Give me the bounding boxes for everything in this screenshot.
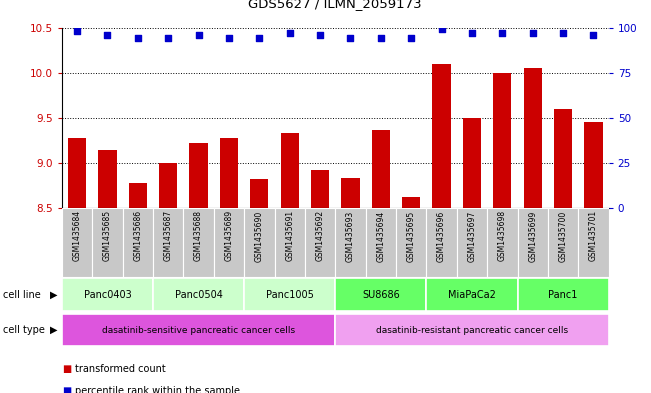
Text: GSM1435699: GSM1435699 bbox=[528, 210, 537, 262]
Bar bbox=[153, 279, 244, 311]
Bar bbox=[372, 130, 390, 208]
Text: ▶: ▶ bbox=[49, 290, 57, 300]
Bar bbox=[463, 118, 481, 208]
Text: Panc0504: Panc0504 bbox=[174, 290, 223, 300]
Point bbox=[163, 35, 173, 42]
Bar bbox=[214, 208, 244, 277]
Bar bbox=[244, 279, 335, 311]
Text: GSM1435696: GSM1435696 bbox=[437, 210, 446, 262]
Bar bbox=[366, 208, 396, 277]
Bar bbox=[220, 138, 238, 208]
Text: Panc0403: Panc0403 bbox=[83, 290, 132, 300]
Point bbox=[102, 31, 113, 38]
Text: Panc1005: Panc1005 bbox=[266, 290, 314, 300]
Text: GSM1435698: GSM1435698 bbox=[498, 210, 507, 261]
Bar bbox=[548, 208, 578, 277]
Bar bbox=[281, 133, 299, 208]
Point bbox=[193, 31, 204, 38]
Text: GDS5627 / ILMN_2059173: GDS5627 / ILMN_2059173 bbox=[249, 0, 422, 10]
Text: ■: ■ bbox=[62, 364, 71, 375]
Bar bbox=[159, 163, 177, 208]
Text: GSM1435691: GSM1435691 bbox=[285, 210, 294, 261]
Text: GSM1435687: GSM1435687 bbox=[163, 210, 173, 261]
Bar bbox=[311, 170, 329, 208]
Bar bbox=[518, 279, 609, 311]
Bar bbox=[129, 183, 147, 208]
Point bbox=[467, 30, 477, 36]
Text: GSM1435697: GSM1435697 bbox=[467, 210, 477, 262]
Text: GSM1435692: GSM1435692 bbox=[316, 210, 325, 261]
Text: GSM1435684: GSM1435684 bbox=[72, 210, 81, 261]
Bar bbox=[396, 208, 426, 277]
Point bbox=[72, 28, 82, 34]
Text: cell line: cell line bbox=[3, 290, 41, 300]
Bar bbox=[92, 208, 122, 277]
Text: GSM1435700: GSM1435700 bbox=[559, 210, 568, 262]
Bar bbox=[335, 208, 366, 277]
Text: dasatinib-resistant pancreatic cancer cells: dasatinib-resistant pancreatic cancer ce… bbox=[376, 326, 568, 334]
Text: GSM1435693: GSM1435693 bbox=[346, 210, 355, 262]
Point bbox=[224, 35, 234, 42]
Text: GSM1435685: GSM1435685 bbox=[103, 210, 112, 261]
Bar bbox=[62, 208, 92, 277]
Text: dasatinib-sensitive pancreatic cancer cells: dasatinib-sensitive pancreatic cancer ce… bbox=[102, 326, 295, 334]
Bar bbox=[554, 109, 572, 208]
Text: GSM1435695: GSM1435695 bbox=[407, 210, 416, 262]
Text: percentile rank within the sample: percentile rank within the sample bbox=[75, 386, 240, 393]
Text: GSM1435701: GSM1435701 bbox=[589, 210, 598, 261]
Text: Panc1: Panc1 bbox=[548, 290, 578, 300]
Bar bbox=[457, 208, 487, 277]
Bar bbox=[402, 196, 421, 208]
Bar bbox=[335, 314, 609, 346]
Bar bbox=[189, 143, 208, 208]
Bar bbox=[335, 279, 426, 311]
Bar bbox=[487, 208, 518, 277]
Point bbox=[589, 31, 599, 38]
Point bbox=[376, 35, 386, 42]
Bar bbox=[305, 208, 335, 277]
Point bbox=[133, 35, 143, 42]
Bar bbox=[184, 208, 214, 277]
Point bbox=[497, 30, 508, 36]
Point bbox=[558, 30, 568, 36]
Bar bbox=[578, 208, 609, 277]
Point bbox=[284, 30, 295, 36]
Text: GSM1435686: GSM1435686 bbox=[133, 210, 143, 261]
Text: GSM1435689: GSM1435689 bbox=[225, 210, 234, 261]
Bar bbox=[275, 208, 305, 277]
Bar bbox=[62, 279, 153, 311]
Text: transformed count: transformed count bbox=[75, 364, 165, 375]
Bar bbox=[341, 178, 359, 208]
Bar bbox=[493, 73, 512, 208]
Point bbox=[315, 31, 326, 38]
Point bbox=[436, 26, 447, 33]
Bar bbox=[62, 314, 335, 346]
Text: GSM1435690: GSM1435690 bbox=[255, 210, 264, 262]
Bar bbox=[122, 208, 153, 277]
Point bbox=[527, 30, 538, 36]
Point bbox=[345, 35, 355, 42]
Bar bbox=[153, 208, 184, 277]
Bar bbox=[68, 138, 86, 208]
Text: GSM1435688: GSM1435688 bbox=[194, 210, 203, 261]
Text: MiaPaCa2: MiaPaCa2 bbox=[448, 290, 496, 300]
Text: GSM1435694: GSM1435694 bbox=[376, 210, 385, 262]
Bar bbox=[523, 68, 542, 208]
Text: ■: ■ bbox=[62, 386, 71, 393]
Bar bbox=[244, 208, 275, 277]
Text: ▶: ▶ bbox=[49, 325, 57, 335]
Bar bbox=[426, 279, 518, 311]
Text: SU8686: SU8686 bbox=[362, 290, 400, 300]
Bar bbox=[250, 179, 268, 208]
Bar bbox=[585, 123, 603, 208]
Text: cell type: cell type bbox=[3, 325, 45, 335]
Bar bbox=[98, 149, 117, 208]
Bar bbox=[426, 208, 457, 277]
Bar bbox=[518, 208, 548, 277]
Point bbox=[254, 35, 264, 42]
Bar bbox=[432, 64, 450, 208]
Point bbox=[406, 35, 417, 42]
